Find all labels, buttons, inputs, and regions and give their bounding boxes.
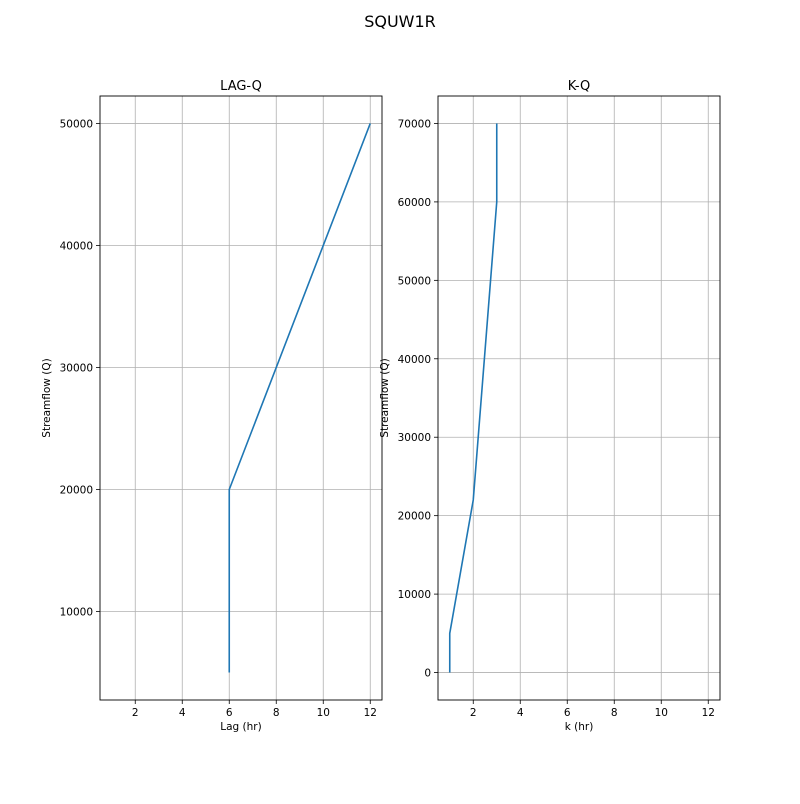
panel1-x-tick-label: 2 — [132, 707, 139, 719]
panel2-series-line — [448, 123, 498, 673]
panel2-x-tick-label: 8 — [611, 707, 618, 719]
panel2-y-tick-label: 30000 — [398, 432, 431, 444]
panel1-y-axis-label: Streamflow (Q) — [41, 358, 53, 437]
panel1-x-tick-label: 4 — [179, 707, 186, 719]
panel2-x-tick-label: 4 — [517, 707, 524, 719]
panel2-y-tick-label: 40000 — [398, 354, 431, 366]
figure-title: SQUW1R — [364, 12, 436, 31]
panel2-x-tick-label: 12 — [702, 707, 715, 719]
panel2-frame — [437, 95, 721, 701]
panel1-y-tick-label: 20000 — [60, 485, 93, 497]
panel2-y-tick-label: 10000 — [398, 589, 431, 601]
panel1-x-tick-label: 6 — [226, 707, 233, 719]
panel2-x-tick-label: 2 — [470, 707, 477, 719]
panel1-title: LAG-Q — [220, 79, 262, 94]
panel2-x-axis-label: k (hr) — [565, 721, 594, 733]
panel1-y-tick-label: 50000 — [60, 118, 93, 130]
panel2-y-tick-label: 50000 — [398, 275, 431, 287]
panel2-y-tick-label: 70000 — [398, 118, 431, 130]
panel2-title: K-Q — [568, 79, 591, 94]
panel2-y-tick-label: 20000 — [398, 511, 431, 523]
panel1-x-tick-label: 8 — [273, 707, 280, 719]
panel1-frame — [99, 95, 383, 701]
panel1-x-tick-label: 10 — [317, 707, 330, 719]
panel1-y-tick-label: 10000 — [60, 607, 93, 619]
panel2-y-tick-label: 0 — [424, 668, 431, 680]
panel1-y-tick-label: 30000 — [60, 362, 93, 374]
panel1-y-tick-label: 40000 — [60, 240, 93, 252]
panel2-x-tick-label: 6 — [564, 707, 571, 719]
panel1-x-tick-label: 12 — [364, 707, 377, 719]
panel1-x-axis-label: Lag (hr) — [220, 721, 261, 733]
panel2-y-axis-label: Streamflow (Q) — [379, 358, 391, 437]
panel2-y-tick-label: 60000 — [398, 197, 431, 209]
panel2-x-tick-label: 10 — [655, 707, 668, 719]
panel1-series-line — [228, 123, 371, 673]
